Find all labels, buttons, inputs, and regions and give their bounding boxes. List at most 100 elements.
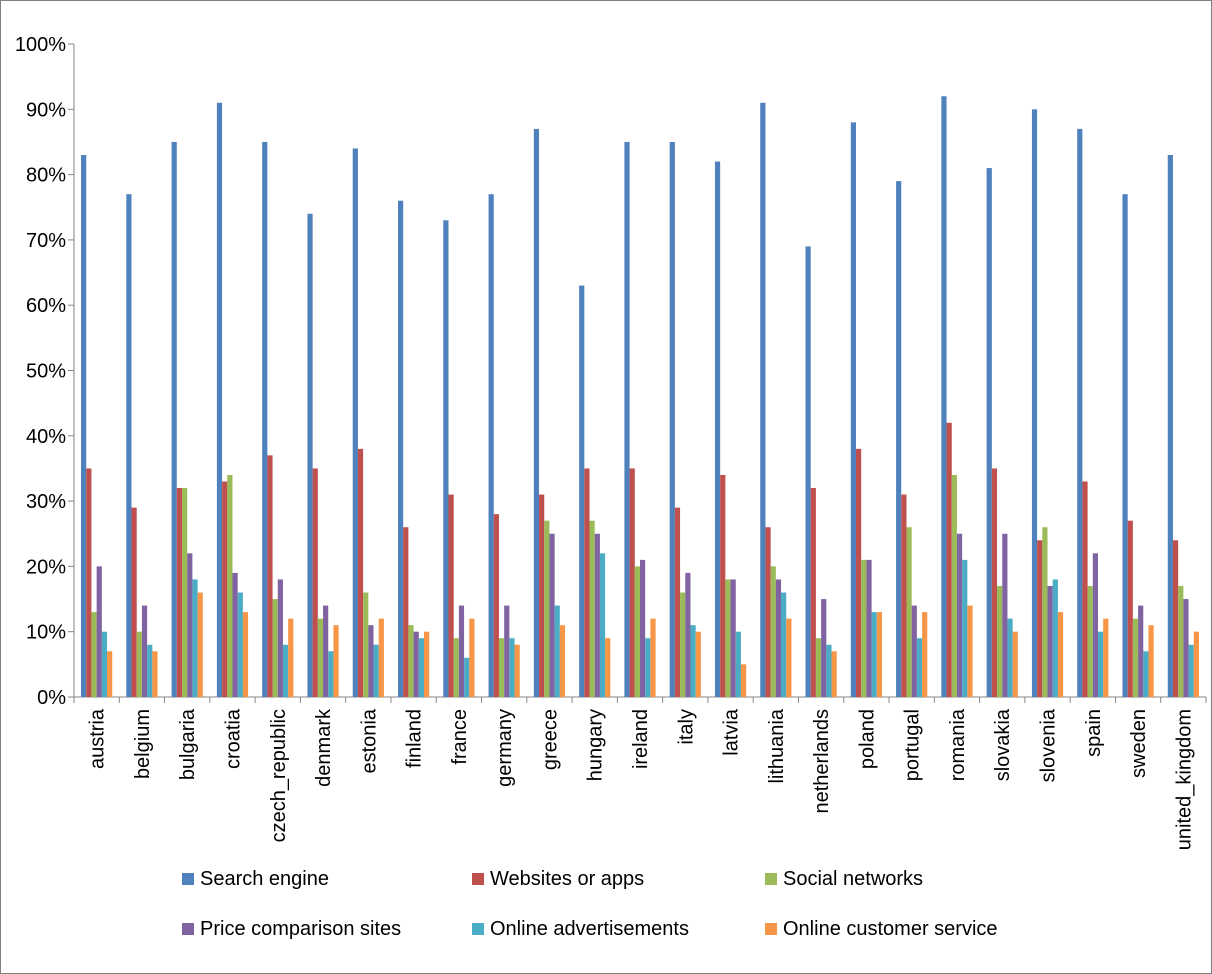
y-tick-label: 0% (37, 687, 66, 709)
bar (282, 644, 289, 697)
bar (986, 168, 992, 697)
y-tick-label: 80% (26, 165, 66, 187)
bar (216, 102, 223, 697)
bar (424, 631, 430, 697)
x-category-label: slovenia (1038, 708, 1060, 782)
bar (714, 161, 721, 698)
bar (1007, 618, 1013, 697)
legend-swatch (765, 923, 777, 935)
bar (956, 533, 963, 697)
bar (730, 579, 736, 697)
y-tick-label: 10% (26, 622, 66, 644)
bar (740, 664, 747, 697)
bar (182, 488, 188, 697)
y-tick-label: 30% (26, 491, 66, 513)
bar (81, 155, 87, 697)
bar (805, 246, 811, 697)
bar (599, 553, 606, 697)
bar (237, 592, 243, 697)
legend-label: Websites or apps (490, 868, 644, 890)
x-category-label: france (449, 709, 471, 765)
bar (1077, 128, 1083, 697)
bars (81, 96, 1199, 698)
bar (650, 618, 656, 697)
bar (222, 481, 228, 697)
y-tick-label: 50% (26, 361, 66, 383)
bar (775, 579, 782, 697)
bar (107, 651, 113, 697)
bar (1092, 553, 1098, 697)
legend-label: Social networks (783, 868, 923, 890)
bar (126, 194, 132, 697)
legend-label: Price comparison sites (200, 918, 401, 940)
bar (549, 533, 555, 697)
x-category-label: poland (856, 709, 878, 769)
bar (594, 533, 600, 697)
bar (967, 605, 973, 697)
bar (1082, 481, 1088, 697)
x-category-label: italy (675, 709, 697, 745)
bar (861, 559, 867, 697)
bar (262, 141, 268, 697)
x-category-label: romania (947, 708, 969, 781)
x-category-label: latvia (721, 708, 743, 756)
bar (629, 468, 635, 697)
bar (312, 468, 318, 697)
bar (403, 527, 409, 697)
bar (634, 566, 640, 697)
x-category-label: hungary (585, 709, 607, 781)
bar (328, 651, 334, 697)
bar (1127, 520, 1133, 697)
bar (1167, 155, 1173, 697)
bar (1037, 540, 1043, 697)
bar (323, 605, 329, 697)
bar (464, 657, 470, 697)
bar (1122, 194, 1128, 697)
bar (765, 527, 771, 697)
bar (1188, 644, 1194, 697)
bar (760, 102, 766, 697)
bar (448, 494, 454, 697)
x-category-label: greece (539, 709, 561, 770)
bar (720, 474, 726, 697)
y-tick-label: 100% (15, 34, 66, 56)
x-category-label: sweden (1128, 709, 1150, 778)
bar (1031, 109, 1038, 698)
legend-swatch (765, 873, 777, 885)
bar (1052, 579, 1058, 697)
bar (1087, 585, 1093, 697)
bar (533, 128, 540, 697)
x-category-label: bulgaria (177, 708, 199, 780)
bar (1193, 631, 1199, 697)
bar (86, 468, 92, 697)
bar (101, 631, 108, 697)
legend-swatch (472, 873, 484, 885)
x-category-label: netherlands (811, 709, 833, 814)
bar (488, 194, 494, 697)
bar (695, 631, 701, 697)
bar (962, 559, 968, 697)
bar (1103, 618, 1109, 697)
x-category-label: germany (494, 709, 516, 787)
bar (187, 553, 193, 697)
bar (770, 566, 776, 697)
bar (232, 572, 238, 697)
bar (559, 625, 566, 697)
bar (911, 605, 917, 697)
bar (307, 213, 313, 697)
bar (1138, 605, 1144, 697)
bar (901, 494, 907, 697)
y-tick-label: 40% (26, 426, 66, 448)
bar (826, 644, 832, 697)
bar (579, 285, 585, 697)
bar (373, 644, 379, 697)
bar (131, 507, 137, 697)
bar (242, 612, 249, 697)
bar (408, 625, 414, 697)
bar (1042, 527, 1048, 697)
legend-label: Search engine (200, 868, 329, 890)
bar (815, 638, 822, 697)
bar (821, 599, 827, 697)
bar (418, 638, 424, 697)
